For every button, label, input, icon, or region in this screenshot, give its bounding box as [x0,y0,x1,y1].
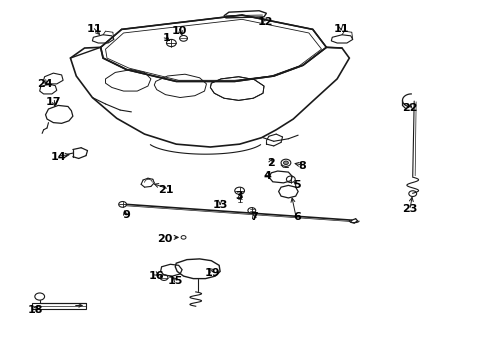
Text: 19: 19 [204,268,220,278]
Text: 22: 22 [402,103,417,113]
Text: 13: 13 [212,200,227,210]
Text: 18: 18 [28,305,43,315]
Text: 16: 16 [149,271,164,281]
Text: 21: 21 [158,185,173,195]
Text: 8: 8 [298,161,305,171]
Text: 20: 20 [157,234,172,244]
Text: 4: 4 [264,171,271,181]
Text: 1: 1 [163,33,170,43]
Text: 12: 12 [257,17,272,27]
Text: 17: 17 [45,97,61,107]
Text: 10: 10 [172,26,187,36]
Text: 5: 5 [293,180,300,190]
Text: 14: 14 [50,152,66,162]
Text: 7: 7 [250,212,258,221]
Text: 11: 11 [86,24,102,35]
Text: 3: 3 [235,191,243,201]
Text: 23: 23 [402,204,417,214]
Text: 24: 24 [37,79,52,89]
Text: 11: 11 [333,24,348,35]
Text: 2: 2 [267,158,275,168]
Text: 6: 6 [293,212,301,221]
Text: 9: 9 [122,210,130,220]
Circle shape [283,161,288,165]
Text: 15: 15 [167,276,183,286]
